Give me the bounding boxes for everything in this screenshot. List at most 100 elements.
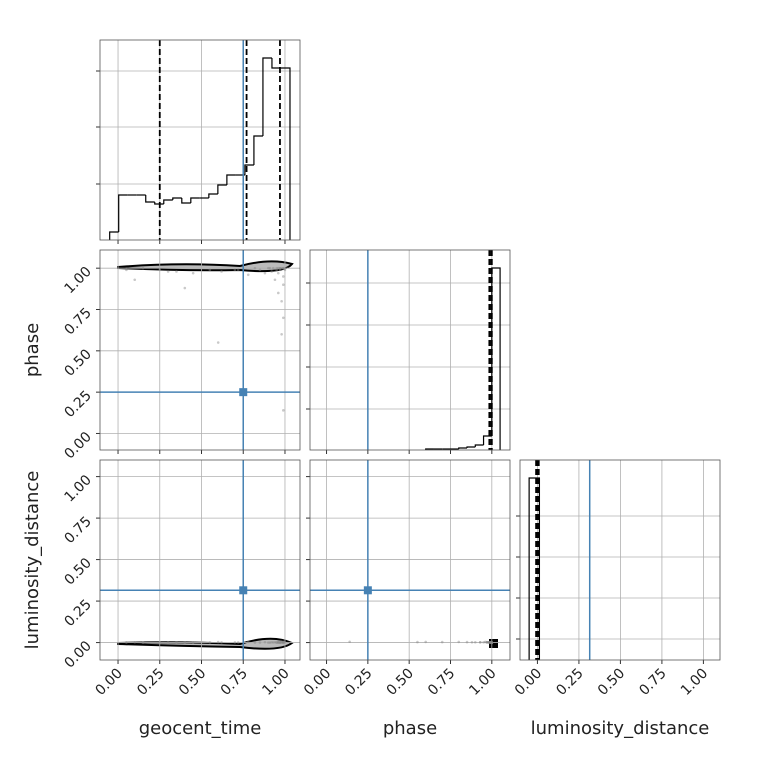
sample-point	[125, 640, 128, 644]
sample-point	[263, 271, 267, 275]
sample-point	[278, 641, 282, 644]
sample-point	[276, 266, 280, 270]
sample-point	[220, 641, 223, 644]
sample-point	[487, 640, 490, 644]
histogram-bin	[190, 197, 200, 203]
sample-point	[488, 641, 492, 644]
sample-point	[485, 640, 489, 644]
sample-point	[141, 641, 145, 644]
sample-point	[253, 266, 257, 270]
y-tick-label: 0.00	[61, 429, 94, 462]
contour	[117, 260, 294, 273]
x-tick-label: 0.00	[93, 666, 126, 699]
sample-point	[485, 641, 489, 644]
panel-frame	[99, 39, 301, 241]
sample-point	[175, 270, 178, 273]
sample-point	[236, 641, 240, 644]
sample-point	[488, 641, 492, 644]
x-tick-label: 0.50	[595, 666, 628, 699]
sample-point	[488, 641, 492, 644]
y-tick-label: 0.75	[61, 514, 94, 547]
sample-point	[465, 640, 469, 644]
sample-point	[133, 640, 137, 644]
sample-point	[282, 640, 285, 644]
sample-point	[276, 640, 280, 644]
sample-point	[490, 641, 494, 644]
y-axis-label: phase	[22, 323, 43, 377]
x-axis-label: geocent_time	[139, 718, 262, 739]
sample-point	[125, 268, 128, 272]
sample-point	[282, 640, 285, 644]
sample-point	[457, 640, 461, 644]
histogram-bin	[280, 67, 291, 240]
sample-point	[270, 270, 273, 273]
sample-point	[183, 640, 187, 644]
sample-point	[183, 286, 187, 290]
sample-point	[488, 641, 492, 644]
sample-point	[158, 268, 162, 272]
sample-point	[283, 641, 287, 644]
sample-point	[488, 641, 492, 644]
sample-point	[236, 268, 240, 272]
x-tick-label: 0.50	[176, 666, 209, 699]
histogram-bin	[109, 231, 119, 240]
sample-point	[266, 266, 270, 270]
sample-point	[490, 641, 494, 644]
sample-point	[271, 641, 275, 644]
sample-point	[280, 299, 283, 303]
sample-point	[282, 283, 285, 287]
sample-point	[490, 641, 494, 644]
sample-point	[282, 266, 285, 270]
sample-point	[490, 641, 494, 644]
sample-point	[275, 266, 278, 270]
sample-point	[141, 266, 145, 270]
sample-point	[416, 640, 419, 644]
sample-point	[280, 640, 283, 644]
y-tick-label: 0.50	[61, 555, 94, 588]
histogram-bin	[271, 58, 281, 69]
sample-point	[282, 641, 285, 644]
histogram-bin	[217, 184, 227, 194]
histogram-bin	[244, 164, 254, 175]
sample-point	[473, 640, 477, 644]
panel-frame	[519, 459, 721, 661]
y-tick-label: 0.25	[61, 388, 94, 421]
sample-point	[478, 640, 482, 644]
sample-point	[424, 640, 428, 644]
x-axis-label: phase	[383, 718, 437, 739]
contour	[489, 639, 498, 648]
sample-point	[158, 641, 162, 644]
sample-point	[275, 641, 278, 644]
histogram-bin	[208, 193, 218, 198]
histogram-bin	[262, 57, 272, 136]
histogram-bin	[226, 174, 236, 185]
histogram-bin	[253, 135, 263, 165]
sample-point	[278, 641, 282, 644]
x-tick-label: 0.25	[342, 666, 375, 699]
sample-point	[233, 268, 237, 272]
sample-point	[278, 266, 282, 270]
sample-point	[276, 641, 280, 644]
sample-point	[483, 640, 487, 644]
sample-point	[216, 640, 220, 644]
sample-point	[276, 291, 280, 295]
histogram-bin	[118, 194, 128, 232]
sample-point	[282, 640, 285, 644]
sample-point	[280, 640, 283, 644]
histogram-bin	[474, 444, 484, 447]
sample-point	[276, 641, 280, 644]
sample-point	[487, 641, 490, 644]
sample-point	[278, 266, 282, 270]
sample-point	[348, 640, 351, 644]
histogram-bin	[491, 267, 501, 450]
histogram-bin	[145, 195, 155, 203]
x-tick-label: 0.25	[134, 666, 167, 699]
sample-point	[275, 268, 278, 272]
sample-point	[490, 641, 494, 644]
sample-point	[191, 640, 195, 644]
sample-point	[478, 640, 482, 644]
x-tick-label: 0.25	[553, 666, 586, 699]
histogram-bin	[181, 198, 191, 204]
sample-point	[440, 640, 444, 644]
